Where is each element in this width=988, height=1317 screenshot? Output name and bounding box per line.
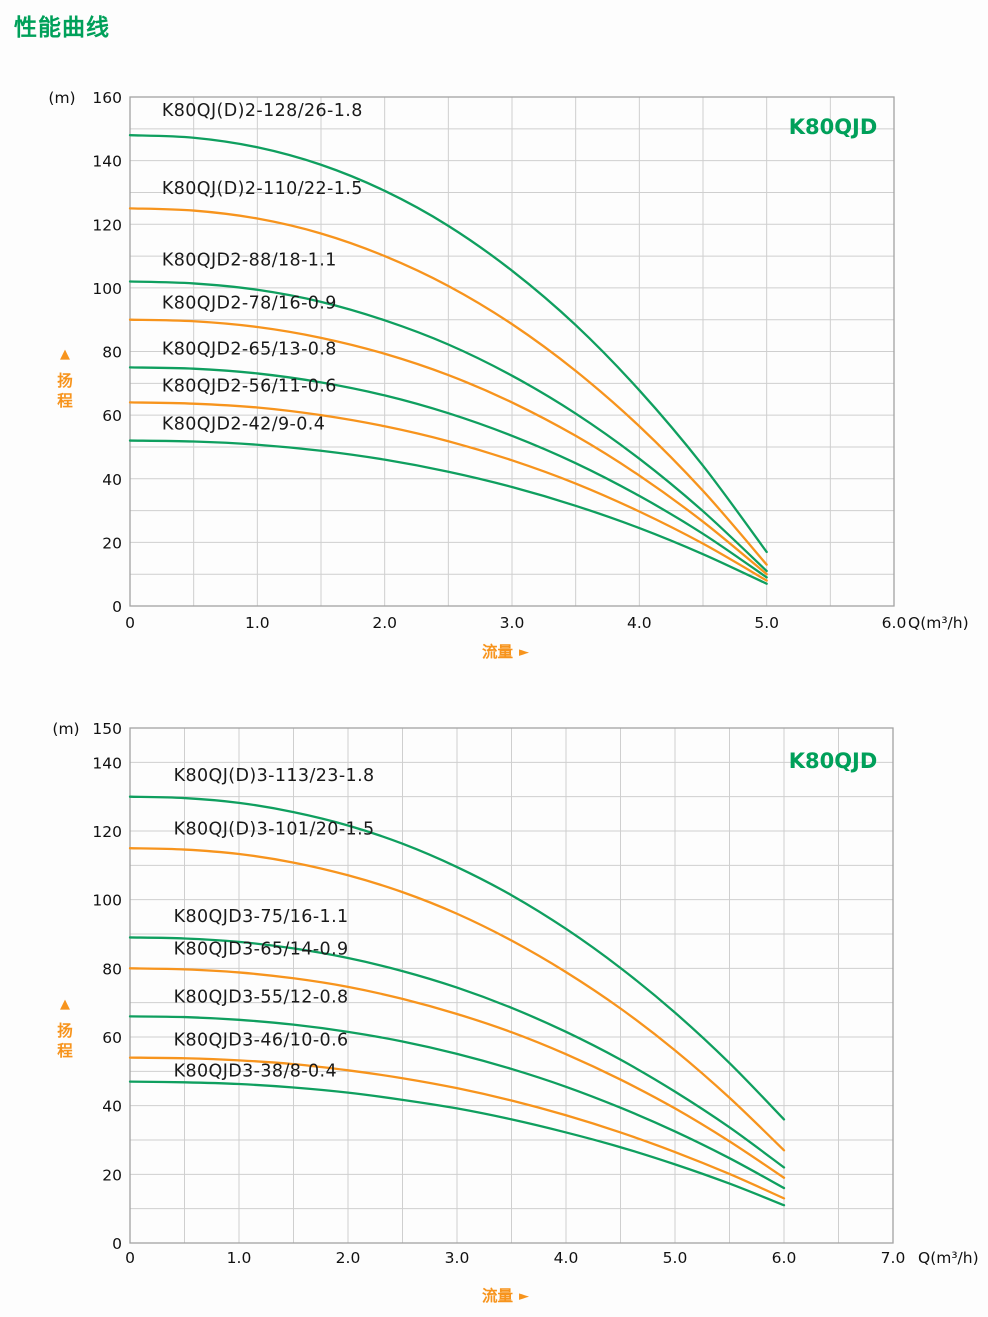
x-tick-label: 0 [125, 1249, 135, 1267]
curve-label: K80QJ(D)2-128/26-1.8 [162, 101, 363, 121]
x-tick-label: 3.0 [445, 1249, 470, 1267]
x-tick-label: 4.0 [627, 614, 652, 632]
head-label-char: 扬 [57, 371, 73, 390]
y-tick-label: 120 [92, 823, 122, 841]
head-label-char: 程 [57, 1042, 73, 1060]
curve-label: K80QJD2-56/11-0.6 [162, 376, 337, 396]
x-tick-label: 5.0 [663, 1249, 688, 1267]
curve-label: K80QJD2-88/18-1.1 [162, 251, 337, 271]
y-tick-label: 150 [92, 720, 122, 738]
curve-K80QJD3-75/16-1.1 [128, 936, 786, 1169]
x-tick-label: 3.0 [500, 614, 525, 632]
y-tick-label: 40 [102, 1098, 122, 1116]
plot-border [129, 96, 895, 607]
curve-K80QJD3-55/12-0.8 [128, 1015, 786, 1190]
y-tick-label: 160 [92, 89, 122, 107]
y-tick-label: 60 [102, 1029, 122, 1047]
chart-k80qjd2: K80QJ(D)2-128/26-1.8 K80QJ(D)2-110/22-1.5… [48, 89, 968, 661]
x-tick-label: 7.0 [881, 1249, 906, 1267]
flow-arrow-icon: ► [519, 645, 529, 660]
y-unit-label: (m) [52, 720, 79, 738]
y-tick-label: 120 [92, 216, 122, 234]
head-arrow-icon: ▲ [60, 997, 70, 1012]
curve-label: K80QJ(D)3-113/23-1.8 [174, 766, 375, 786]
y-tick-label: 140 [92, 153, 122, 171]
x-tick-label: 6.0 [882, 614, 907, 632]
x-tick-label: 6.0 [772, 1249, 797, 1267]
head-arrow-icon: ▲ [60, 347, 70, 362]
curve-K80QJD2-65/13-0.8 [128, 366, 768, 579]
curve-label: K80QJD3-75/16-1.1 [174, 907, 349, 927]
x-tick-label: 2.0 [336, 1249, 361, 1267]
x-tick-label: 0 [125, 614, 135, 632]
flow-label: 流量 [482, 642, 514, 661]
y-tick-label: 20 [102, 1166, 122, 1184]
x-tick-label: 2.0 [372, 614, 397, 632]
curve-K80QJD3-46/10-0.6 [128, 1056, 786, 1200]
chart-k80qjd3: K80QJ(D)3-113/23-1.8 K80QJ(D)3-101/20-1.5… [52, 720, 978, 1305]
curve-K80QJD3-38/8-0.4 [128, 1080, 786, 1207]
head-label-char: 扬 [57, 1021, 73, 1040]
y-tick-label: 100 [92, 280, 122, 298]
curve-label: K80QJD3-65/14-0.9 [174, 940, 349, 960]
page-title: 性能曲线 [14, 15, 110, 41]
chart-title: K80QJD [789, 749, 878, 773]
curve-K80QJ(D)3-113/23-1.8 [128, 795, 786, 1121]
y-tick-label: 140 [92, 754, 122, 772]
x-unit-label: Q(m³/h) [918, 1249, 979, 1267]
curve-K80QJD2-56/11-0.6 [128, 401, 768, 582]
curve-K80QJD2-42/9-0.4 [128, 439, 768, 585]
head-label-char: 程 [57, 392, 73, 410]
x-unit-label: Q(m³/h) [908, 614, 969, 632]
y-tick-label: 20 [102, 534, 122, 552]
curve-label: K80QJ(D)2-110/22-1.5 [162, 179, 363, 199]
x-tick-label: 1.0 [227, 1249, 252, 1267]
curve-label: K80QJD2-42/9-0.4 [162, 414, 325, 434]
curve-label: K80QJD3-46/10-0.6 [174, 1031, 349, 1051]
curve-K80QJ(D)2-110/22-1.5 [128, 207, 768, 566]
x-tick-label: 1.0 [245, 614, 270, 632]
flow-arrow-icon: ► [519, 1289, 529, 1304]
x-tick-label: 5.0 [754, 614, 779, 632]
curve-K80QJ(D)2-128/26-1.8 [128, 134, 768, 554]
y-tick-label: 80 [102, 344, 122, 362]
curve-label: K80QJ(D)3-101/20-1.5 [174, 819, 375, 839]
curve-label: K80QJD3-38/8-0.4 [174, 1061, 337, 1081]
y-tick-label: 0 [112, 598, 122, 616]
curve-label: K80QJD2-78/16-0.9 [162, 294, 337, 314]
curve-label: K80QJD3-55/12-0.8 [174, 988, 349, 1008]
curve-label: K80QJD2-65/13-0.8 [162, 340, 337, 360]
plot-border [129, 727, 894, 1244]
y-tick-label: 0 [112, 1235, 122, 1253]
curve-K80QJD2-78/16-0.9 [128, 318, 768, 576]
chart-title: K80QJD [789, 115, 878, 139]
flow-label: 流量 [482, 1286, 514, 1305]
y-unit-label: (m) [48, 89, 75, 107]
y-tick-label: 60 [102, 407, 122, 425]
y-tick-label: 40 [102, 471, 122, 489]
curve-K80QJD3-65/14-0.9 [128, 967, 786, 1179]
curve-K80QJ(D)3-101/20-1.5 [128, 847, 786, 1152]
y-tick-label: 80 [102, 960, 122, 978]
x-tick-label: 4.0 [554, 1249, 579, 1267]
curve-K80QJD2-88/18-1.1 [128, 280, 768, 573]
y-tick-label: 100 [92, 892, 122, 910]
